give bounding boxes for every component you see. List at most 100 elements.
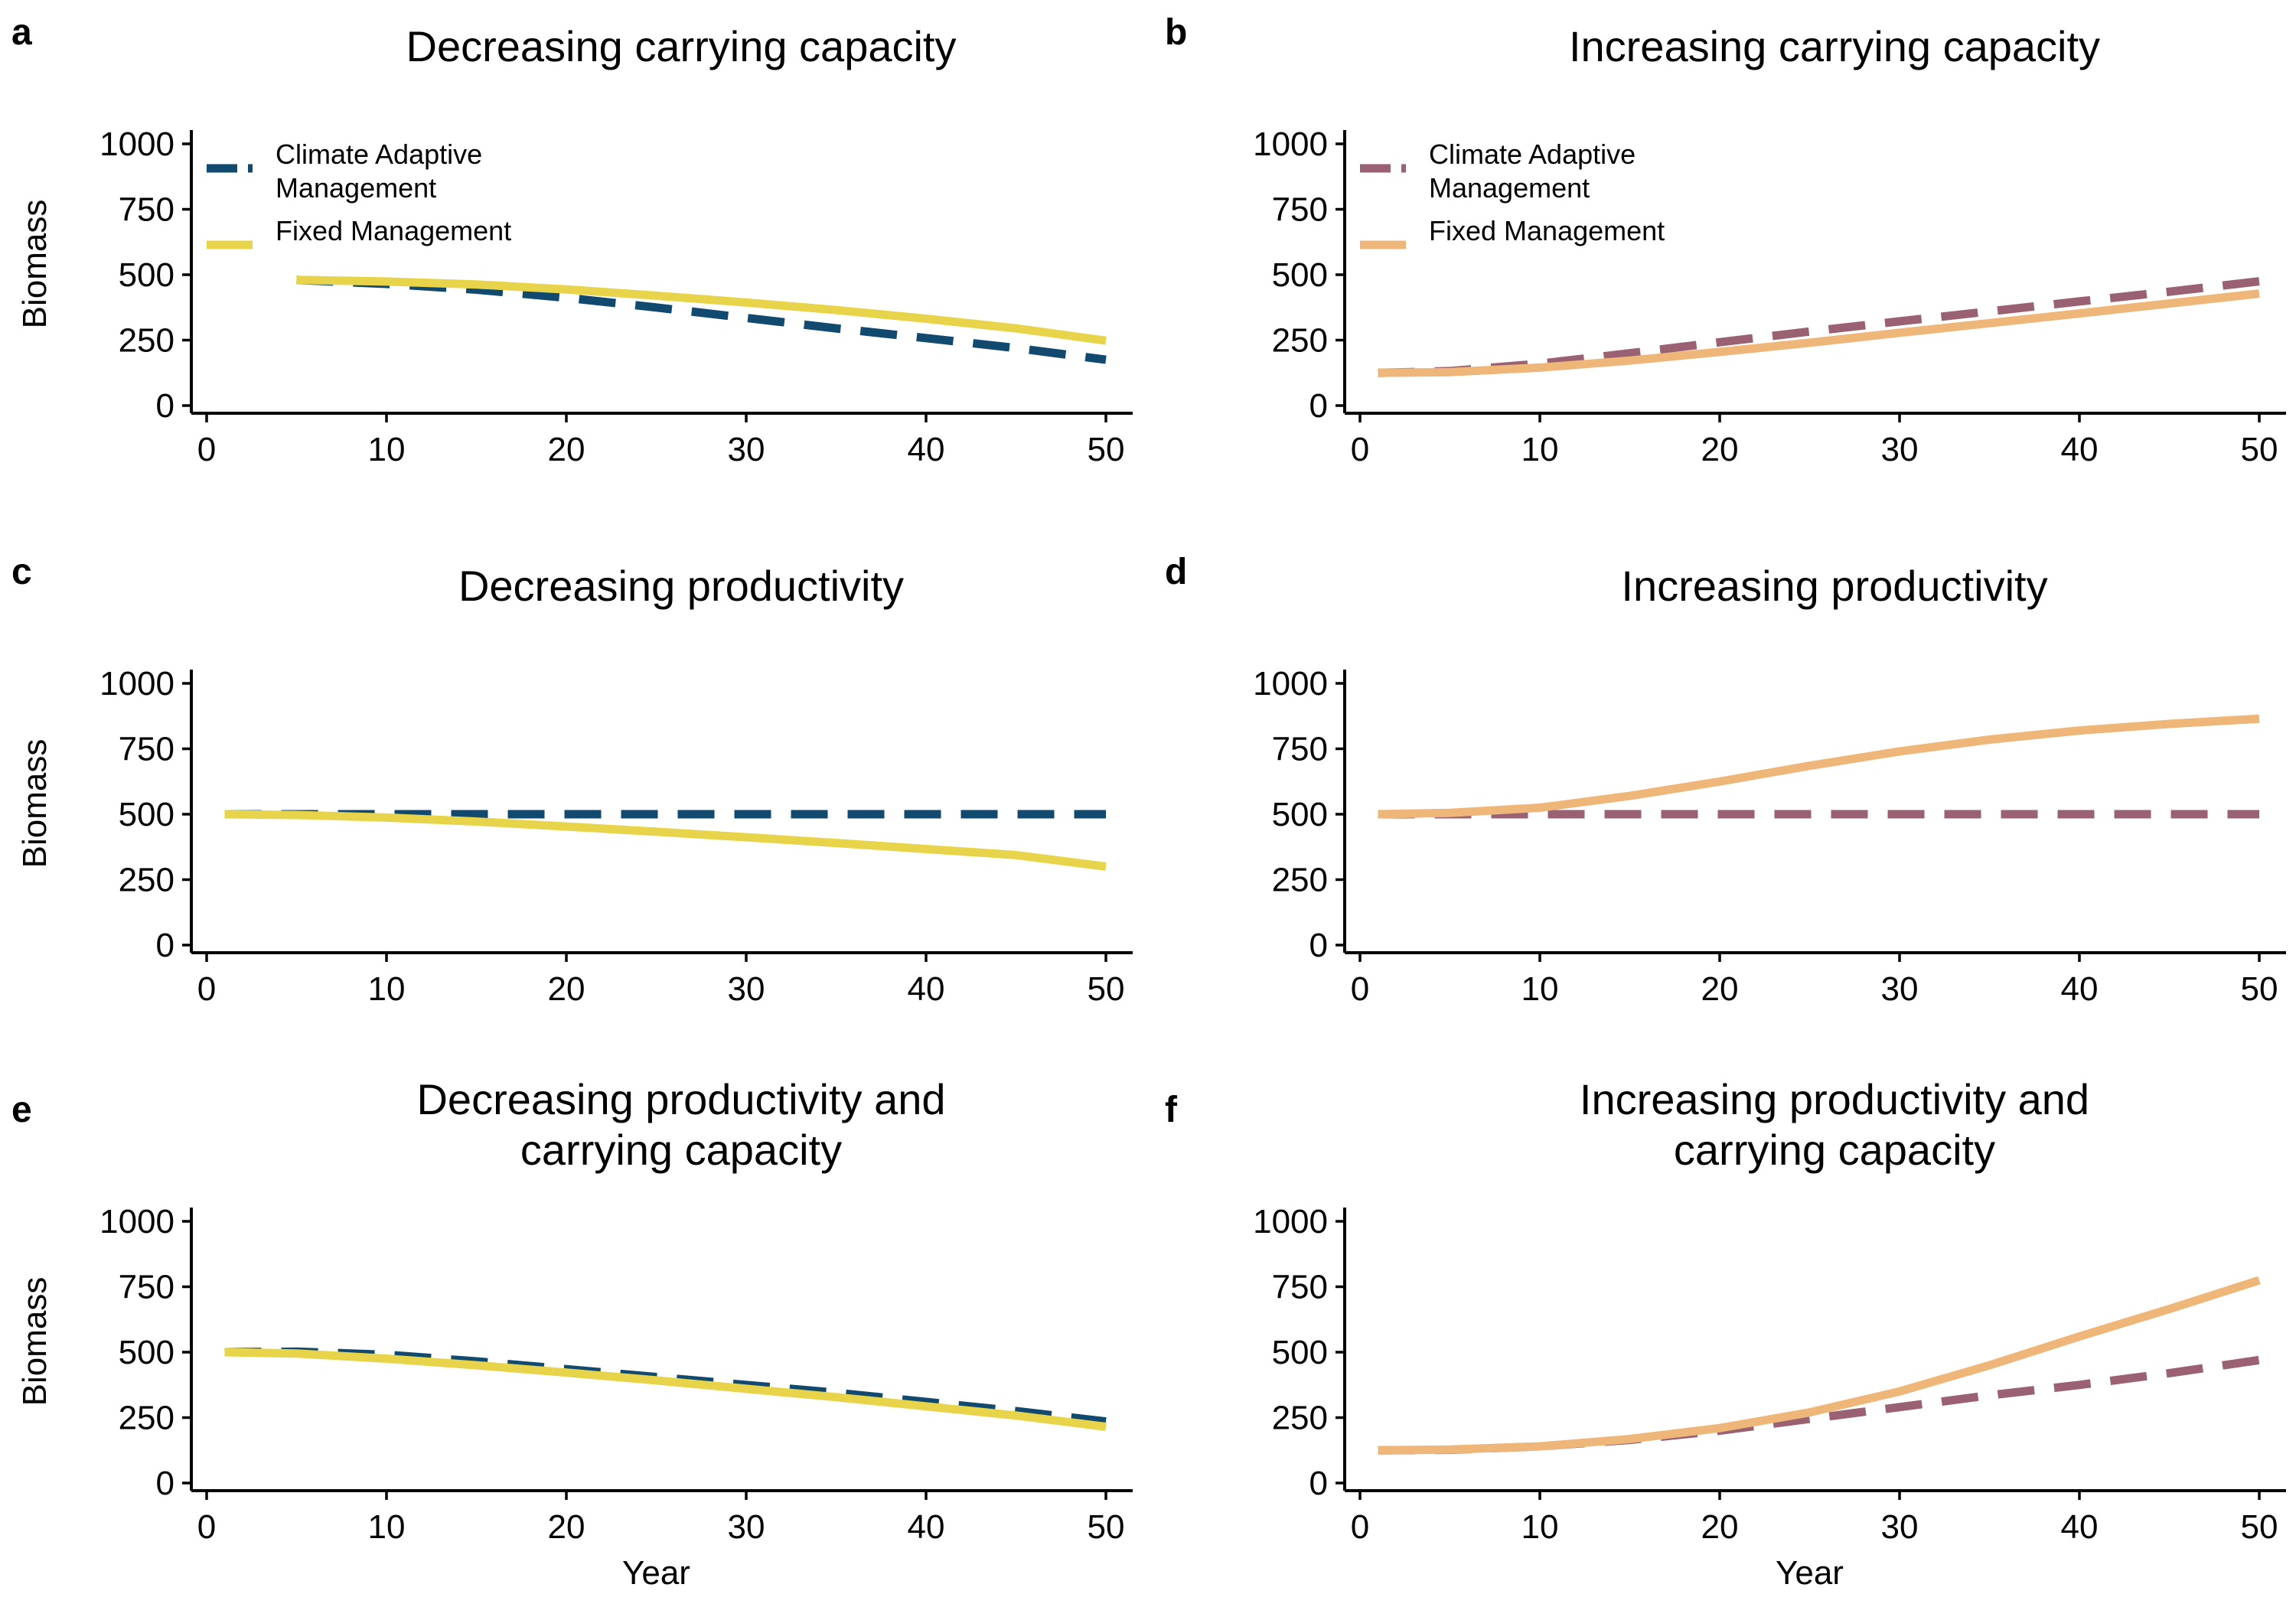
panel-letter: e [11, 1090, 32, 1130]
y-tick-label: 1000 [99, 125, 174, 163]
y-tick-label: 0 [156, 927, 174, 964]
fixed-series-line [224, 810, 1107, 871]
legend-label: Climate Adaptive [1429, 139, 1636, 170]
y-axis-title: Biomass [16, 200, 54, 329]
y-tick-label: 500 [119, 796, 174, 833]
x-axis-title: Year [622, 1554, 690, 1592]
x-tick-label: 20 [548, 431, 585, 468]
y-tick-label: 250 [1272, 862, 1328, 899]
panel-letter: f [1165, 1090, 1178, 1130]
x-tick-label: 20 [1701, 1508, 1739, 1546]
y-tick-label: 500 [1272, 1334, 1328, 1371]
legend-label: Fixed Management [1429, 215, 1665, 246]
x-tick-label: 50 [1088, 970, 1125, 1008]
y-tick-label: 750 [119, 731, 174, 768]
panel-title: carrying capacity [520, 1126, 842, 1174]
y-tick-label: 750 [1272, 1269, 1328, 1306]
x-tick-label: 10 [1521, 970, 1559, 1008]
x-tick-label: 20 [1701, 970, 1739, 1008]
y-tick-label: 1000 [1253, 125, 1328, 163]
panel-title: Increasing productivity [1621, 562, 2047, 610]
y-tick-label: 0 [1309, 1465, 1328, 1502]
panel-b: b Increasing carrying capacity 0 250 500 750 1… [1165, 12, 2286, 468]
y-tick-label: 750 [119, 191, 174, 229]
x-tick-label: 40 [2061, 431, 2099, 468]
legend-label: Management [276, 172, 436, 204]
fixed-series-line [296, 275, 1107, 345]
x-tick-label: 30 [1881, 431, 1919, 468]
fixed-series-line [1378, 289, 2260, 377]
x-tick-label: 20 [1701, 431, 1739, 468]
y-tick-label: 250 [1272, 322, 1328, 360]
y-tick-label: 750 [1272, 191, 1328, 229]
legend-label: Climate Adaptive [276, 139, 482, 170]
x-tick-label: 30 [728, 1508, 765, 1546]
x-tick-label: 10 [1521, 1508, 1559, 1546]
panel-d: d Increasing productivity 0 250 500 750 1000 0 1… [1165, 552, 2286, 1008]
x-tick-label: 0 [1351, 970, 1369, 1008]
x-tick-label: 40 [908, 431, 945, 468]
y-tick-label: 250 [119, 862, 174, 899]
x-tick-label: 40 [2061, 1508, 2099, 1546]
x-tick-label: 30 [728, 431, 765, 468]
panel-title: Increasing carrying capacity [1569, 22, 2100, 70]
x-tick-label: 10 [368, 431, 406, 468]
x-tick-label: 0 [197, 970, 216, 1008]
y-tick-label: 500 [1272, 796, 1328, 833]
y-tick-label: 750 [1272, 731, 1328, 768]
x-tick-label: 30 [1881, 1508, 1919, 1546]
y-tick-label: 0 [1309, 927, 1328, 964]
adaptive-series-line [1378, 277, 2260, 377]
x-tick-label: 10 [368, 1508, 406, 1546]
fixed-series-line [1378, 714, 2260, 819]
x-tick-label: 10 [1521, 431, 1559, 468]
x-tick-label: 50 [2241, 1508, 2278, 1546]
fixed-series-line [1378, 1276, 2261, 1455]
y-tick-label: 250 [119, 322, 174, 360]
y-tick-label: 750 [119, 1269, 174, 1306]
x-tick-label: 50 [1088, 1508, 1125, 1546]
legend-label: Fixed Management [276, 215, 511, 246]
y-axis-title: Biomass [16, 1277, 54, 1407]
x-tick-label: 20 [548, 970, 585, 1008]
x-tick-label: 30 [1881, 970, 1919, 1008]
y-tick-label: 1000 [1253, 1203, 1328, 1240]
panel-letter: c [11, 552, 32, 592]
y-tick-label: 250 [119, 1400, 174, 1437]
y-tick-label: 1000 [99, 1203, 174, 1240]
y-tick-label: 0 [156, 1465, 174, 1502]
y-tick-label: 1000 [1253, 665, 1328, 702]
x-tick-label: 50 [1088, 431, 1125, 468]
x-tick-label: 0 [1351, 431, 1369, 468]
panel-title: Decreasing productivity and [416, 1075, 945, 1123]
y-tick-label: 500 [119, 256, 174, 294]
x-tick-label: 0 [197, 1508, 216, 1546]
x-tick-label: 40 [2061, 970, 2099, 1008]
x-tick-label: 50 [2241, 431, 2278, 468]
x-tick-label: 20 [548, 1508, 585, 1546]
panel-title: carrying capacity [1674, 1126, 1995, 1174]
x-tick-label: 40 [908, 970, 945, 1008]
x-tick-label: 50 [2241, 970, 2278, 1008]
adaptive-series-line [1378, 1355, 2260, 1455]
panel-title: Decreasing carrying capacity [406, 22, 957, 70]
legend-label: Management [1429, 172, 1590, 204]
x-tick-label: 10 [368, 970, 406, 1008]
y-axis-title: Biomass [16, 739, 54, 869]
x-tick-label: 0 [1351, 1508, 1369, 1546]
panel-a: a Decreasing carrying capacity02505007501… [11, 12, 1133, 468]
y-tick-label: 0 [156, 387, 174, 425]
panel-title: Decreasing productivity [458, 562, 904, 610]
x-tick-label: 30 [728, 970, 765, 1008]
panel-letter: b [1165, 12, 1187, 53]
panel-c: c Decreasing productivity 0 250 500 750 1000 0 1… [11, 552, 1133, 1008]
x-axis-title: Year [1776, 1554, 1844, 1592]
y-tick-label: 500 [1272, 256, 1328, 294]
panel-letter: d [1165, 552, 1187, 592]
y-tick-label: 250 [1272, 1400, 1328, 1437]
x-tick-label: 0 [197, 431, 216, 468]
panel-letter: a [11, 12, 32, 53]
